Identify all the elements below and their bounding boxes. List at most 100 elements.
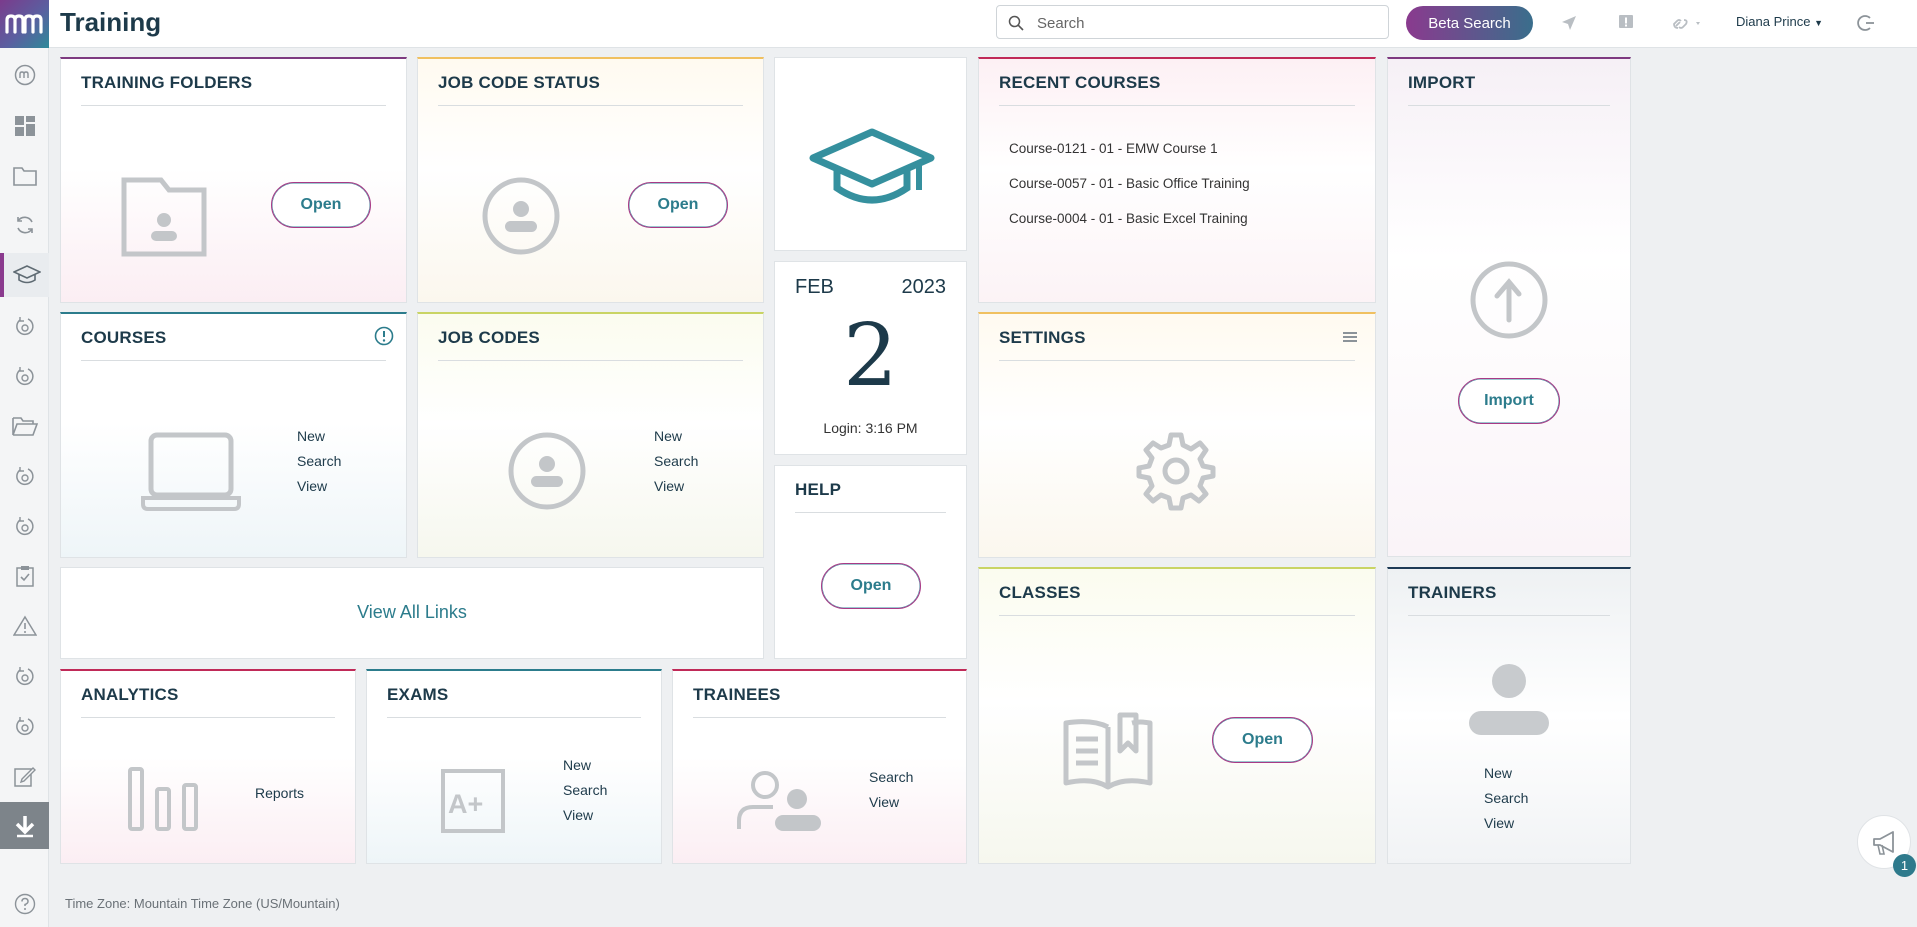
- sidebar-item-process-5[interactable]: [0, 654, 49, 698]
- logout-icon[interactable]: [1857, 14, 1875, 32]
- timezone-footer: Time Zone: Mountain Time Zone (US/Mounta…: [65, 896, 340, 911]
- tile-job-codes: JOB CODES New Search View: [417, 312, 764, 558]
- recent-course-link[interactable]: Course-0004 - 01 - Basic Excel Training: [1009, 211, 1248, 226]
- sidebar: [0, 48, 49, 927]
- sidebar-item-documents[interactable]: [0, 154, 49, 198]
- tile-training-folders: TRAINING FOLDERS Open: [60, 57, 407, 303]
- recent-courses-list: Course-0121 - 01 - EMW Course 1 Course-0…: [1009, 131, 1250, 236]
- user-circle-icon: [482, 177, 560, 255]
- courses-view-link[interactable]: View: [297, 478, 328, 494]
- global-search[interactable]: [996, 5, 1389, 39]
- courses-search-link[interactable]: Search: [297, 453, 342, 469]
- date-month: FEB: [795, 276, 834, 298]
- exams-search-link[interactable]: Search: [563, 782, 608, 798]
- tile-job-code-status: JOB CODE STATUS Open: [417, 57, 764, 303]
- cycle-icon: [15, 717, 34, 736]
- info-alert-icon[interactable]: [374, 326, 394, 346]
- recent-course-link[interactable]: Course-0057 - 01 - Basic Office Training: [1009, 176, 1250, 191]
- sidebar-item-home[interactable]: [0, 53, 49, 97]
- laptop-icon: [141, 432, 241, 511]
- date-year: 2023: [901, 276, 947, 298]
- user-menu[interactable]: Diana Prince ▼: [1736, 14, 1823, 29]
- cycle-icon: [15, 667, 34, 686]
- exams-new-link[interactable]: New: [563, 757, 592, 773]
- sidebar-item-process-2[interactable]: [0, 354, 49, 398]
- tile-classes: CLASSES Open: [978, 567, 1376, 864]
- training-folders-open-button[interactable]: Open: [271, 182, 371, 228]
- sidebar-item-open-folders[interactable]: [0, 404, 49, 448]
- sidebar-item-incidents[interactable]: [0, 604, 49, 648]
- home-logo-icon: [14, 64, 35, 86]
- cycle-icon: [15, 367, 34, 386]
- job-codes-search-link[interactable]: Search: [654, 453, 699, 469]
- grade-a-plus-icon: A+: [441, 769, 505, 833]
- trainers-view-link[interactable]: View: [1484, 815, 1515, 831]
- tile-view-all-links: View All Links: [60, 567, 764, 659]
- divider: [387, 717, 641, 718]
- tile-title: TRAINEES: [693, 685, 781, 704]
- link-dropdown-icon[interactable]: [1672, 14, 1704, 32]
- megaphone-icon: [1873, 831, 1894, 855]
- tile-title: CLASSES: [999, 583, 1081, 602]
- courses-new-link[interactable]: New: [297, 428, 326, 444]
- sidebar-item-dashboard[interactable]: [0, 104, 49, 148]
- analytics-reports-link[interactable]: Reports: [255, 785, 305, 801]
- beta-search-button[interactable]: Beta Search: [1406, 6, 1533, 40]
- sidebar-item-edit[interactable]: [0, 754, 49, 798]
- tile-recent-courses: RECENT COURSES Course-0121 - 01 - EMW Co…: [978, 57, 1376, 303]
- tile-settings: SETTINGS: [978, 312, 1376, 558]
- trainers-search-link[interactable]: Search: [1484, 790, 1529, 806]
- sidebar-item-help[interactable]: [0, 882, 49, 926]
- dashboard-icon: [14, 116, 35, 136]
- edit-icon: [13, 767, 36, 787]
- job-codes-view-link[interactable]: View: [654, 478, 685, 494]
- tile-title: TRAINERS: [1408, 583, 1497, 602]
- sidebar-item-process-1[interactable]: [0, 304, 49, 348]
- sidebar-item-process-3[interactable]: [0, 454, 49, 498]
- folder-icon: [12, 167, 37, 186]
- trainees-view-link[interactable]: View: [869, 794, 900, 810]
- cycle-icon: [15, 317, 34, 336]
- sidebar-item-process-4[interactable]: [0, 504, 49, 548]
- upload-circle-icon: [1470, 261, 1548, 339]
- sidebar-item-checklist[interactable]: [0, 554, 49, 598]
- alert-flag-icon[interactable]: [1618, 14, 1634, 32]
- import-button[interactable]: Import: [1458, 378, 1560, 424]
- trainees-search-link[interactable]: Search: [869, 769, 914, 785]
- job-codes-new-link[interactable]: New: [654, 428, 683, 444]
- help-open-button[interactable]: Open: [821, 563, 921, 609]
- notification-count-badge: 1: [1893, 854, 1916, 877]
- job-code-status-open-button[interactable]: Open: [628, 182, 728, 228]
- sidebar-item-sync[interactable]: [0, 203, 49, 247]
- classes-open-button[interactable]: Open: [1212, 717, 1313, 763]
- exams-view-link[interactable]: View: [563, 807, 594, 823]
- open-book-icon: [1063, 712, 1153, 790]
- sidebar-item-process-6[interactable]: [0, 704, 49, 748]
- tile-exams: EXAMS A+ New Search View: [366, 669, 662, 864]
- view-all-links-link[interactable]: View All Links: [357, 602, 467, 622]
- navigate-arrow-icon[interactable]: [1560, 14, 1578, 32]
- tile-trainers: TRAINERS New Search View: [1387, 567, 1631, 864]
- svg-text:A+: A+: [448, 789, 483, 819]
- job-codes-links: New Search View: [654, 424, 698, 499]
- sidebar-item-download[interactable]: [0, 802, 49, 849]
- divider: [81, 717, 335, 718]
- recent-course-link[interactable]: Course-0121 - 01 - EMW Course 1: [1009, 141, 1218, 156]
- search-input[interactable]: [1037, 12, 1377, 34]
- logo-m-icon: [5, 14, 43, 34]
- tile-title: JOB CODES: [438, 328, 540, 347]
- divider: [1408, 105, 1610, 106]
- divider: [81, 105, 386, 106]
- divider: [81, 360, 386, 361]
- user-name: Diana Prince: [1736, 14, 1811, 29]
- tile-title: SETTINGS: [999, 328, 1086, 347]
- app-logo[interactable]: [0, 0, 49, 48]
- sidebar-item-training[interactable]: [0, 253, 49, 297]
- menu-icon[interactable]: [1343, 331, 1357, 343]
- tile-title: HELP: [795, 480, 842, 499]
- divider: [999, 615, 1355, 616]
- tile-date: FEB 2023 2 Login: 3:16 PM: [774, 261, 967, 455]
- trainers-new-link[interactable]: New: [1484, 765, 1513, 781]
- divider: [693, 717, 946, 718]
- open-folder-icon: [11, 417, 38, 436]
